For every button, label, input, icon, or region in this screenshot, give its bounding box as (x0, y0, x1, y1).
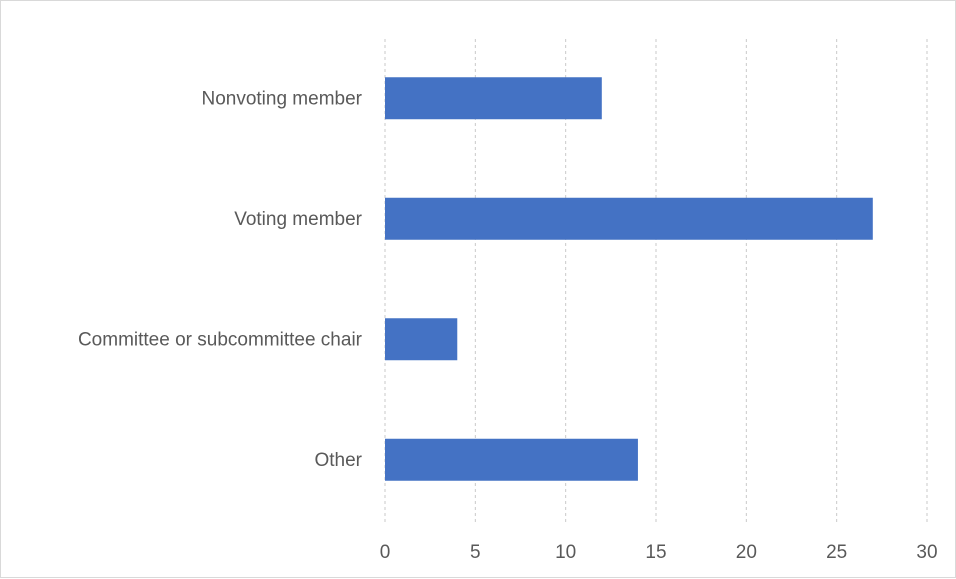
x-tick-label: 30 (916, 542, 937, 563)
x-tick-label: 5 (470, 542, 481, 563)
category-label: Committee or subcommittee chair (78, 329, 363, 350)
category-label: Other (314, 450, 362, 471)
bar-committee-or-subcommittee-chair (385, 318, 458, 361)
x-tick-label: 25 (826, 542, 847, 563)
x-tick-label: 0 (380, 542, 391, 563)
bar-other (385, 438, 638, 481)
x-tick-label: 15 (645, 542, 666, 563)
bar-nonvoting-member (385, 77, 602, 120)
gridlines (384, 39, 928, 523)
category-label: Nonvoting member (201, 88, 362, 109)
bar-voting-member (385, 197, 873, 240)
category-labels: Nonvoting member Voting member Committee o… (78, 88, 363, 471)
category-label: Voting member (234, 209, 362, 230)
bars (385, 77, 873, 481)
x-tick-label: 20 (736, 542, 757, 563)
x-tick-labels: 0 5 10 15 20 25 30 (380, 542, 938, 563)
x-tick-label: 10 (555, 542, 576, 563)
